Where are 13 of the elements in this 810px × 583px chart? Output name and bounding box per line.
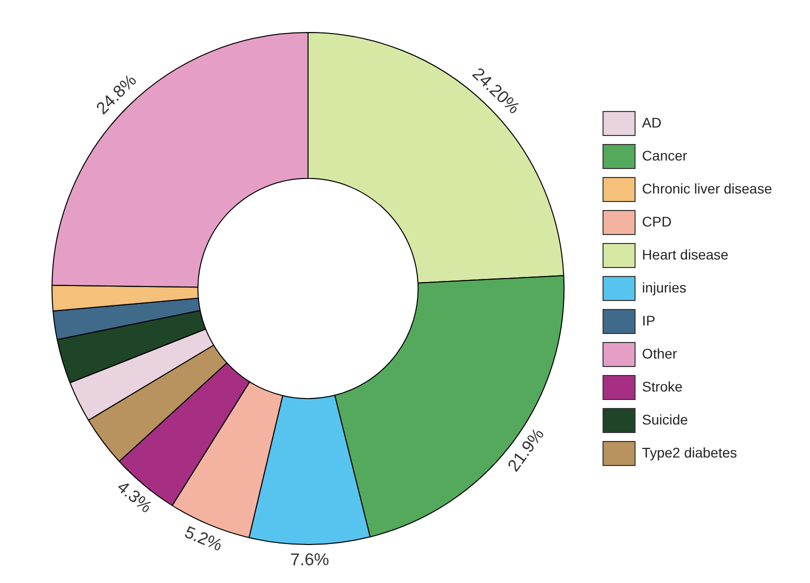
legend-label: Heart disease: [642, 246, 729, 262]
legend-label: IP: [642, 312, 656, 328]
data-label: 7.6%: [290, 550, 330, 570]
legend-label: AD: [642, 114, 662, 130]
legend-label: Type2 diabetes: [642, 444, 738, 460]
data-label: 5.2%: [182, 522, 225, 555]
legend-label: Suicide: [642, 411, 688, 428]
legend-label: Cancer: [642, 147, 688, 164]
legend-label: Stroke: [642, 378, 683, 394]
legend-label: Other: [642, 345, 678, 362]
legend-label: Chronic liver disease: [642, 180, 772, 196]
legend-label: injuries: [642, 279, 686, 296]
legend-label: CPD: [642, 213, 672, 230]
